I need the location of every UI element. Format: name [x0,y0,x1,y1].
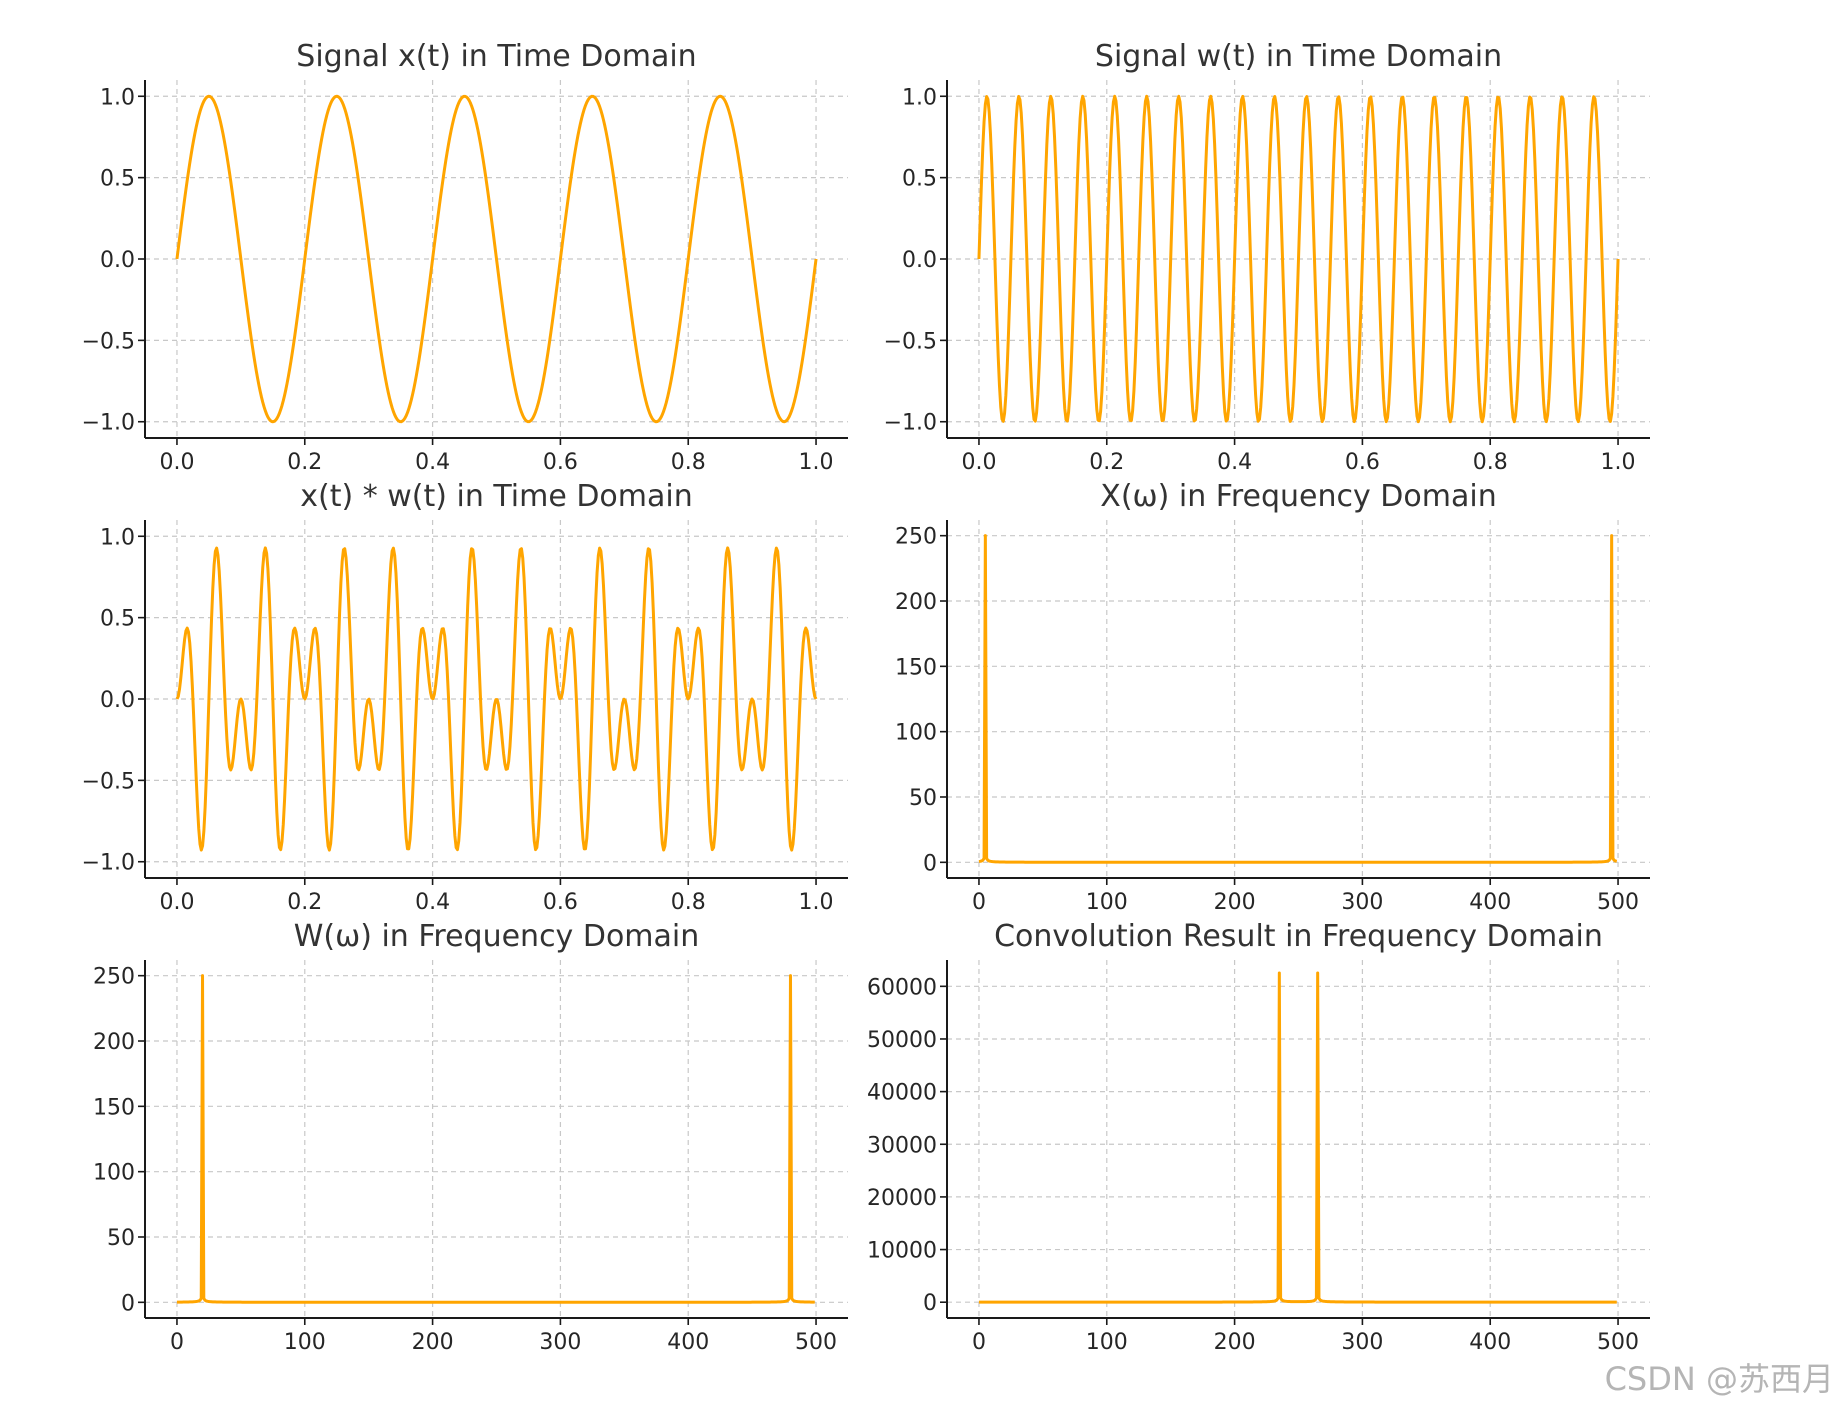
y-tick-label: −0.5 [82,329,135,354]
x-tick-label: 200 [1214,890,1256,915]
y-tick-label: 0.5 [902,167,937,192]
y-tick-label: −0.5 [884,329,937,354]
series-line-p2 [977,94,1620,424]
watermark-text: CSDN @苏西月 [1605,1360,1834,1398]
x-tick-label: 500 [795,1330,837,1355]
x-tick-label: 0.4 [415,890,450,915]
x-tick-label: 100 [1086,890,1128,915]
x-tick-label: 0.4 [415,450,450,475]
chart-title: Signal w(t) in Time Domain [1095,39,1502,74]
x-tick-label: 1.0 [1601,450,1636,475]
y-tick-label: −1.0 [82,411,135,436]
x-tick-label: 0.2 [287,890,322,915]
y-tick-label: 250 [895,525,937,550]
x-tick-label: 0.8 [671,450,706,475]
x-tick-label: 0.4 [1217,450,1252,475]
x-tick-label: 0.0 [159,890,194,915]
y-tick-label: 10000 [867,1239,937,1264]
y-tick-label: 150 [895,655,937,680]
y-tick-label: 0 [923,851,937,876]
x-tick-label: 1.0 [799,890,834,915]
chart-panel-p1: Signal x(t) in Time Domain 0.0 0.2 0.4 0.6 0.… [82,39,848,475]
x-tick-label: 300 [1341,1330,1383,1355]
chart-panel-p2: Signal w(t) in Time Domain 0.0 0.2 0.4 0.6 0.… [884,39,1650,475]
y-tick-label: 1.0 [100,525,135,550]
x-tick-label: 200 [412,1330,454,1355]
y-tick-label: 0 [121,1291,135,1316]
x-tick-label: 0.2 [287,450,322,475]
x-tick-label: 100 [284,1330,326,1355]
y-tick-label: 150 [93,1095,135,1120]
y-tick-label: 0.0 [100,248,135,273]
series-line-p4 [978,534,1618,864]
chart-title: x(t) * w(t) in Time Domain [300,479,693,514]
x-tick-label: 0.0 [159,450,194,475]
x-tick-label: 0.8 [671,890,706,915]
x-tick-label: 1.0 [799,450,834,475]
chart-title: X(ω) in Frequency Domain [1100,479,1496,514]
x-tick-label: 0.0 [961,450,996,475]
x-tick-label: 0.8 [1473,450,1508,475]
y-tick-label: 0.5 [100,607,135,632]
y-tick-label: 0.0 [100,688,135,713]
y-tick-label: 1.0 [902,85,937,110]
x-tick-label: 0.2 [1089,450,1124,475]
x-tick-label: 0 [972,1330,986,1355]
y-tick-label: 200 [895,590,937,615]
y-tick-label: 30000 [867,1133,937,1158]
y-tick-label: −1.0 [884,411,937,436]
y-tick-label: 0.5 [100,167,135,192]
x-tick-label: 500 [1597,1330,1639,1355]
y-tick-label: 60000 [867,975,937,1000]
x-tick-label: 500 [1597,890,1639,915]
x-tick-label: 0.6 [543,450,578,475]
y-tick-label: 100 [895,721,937,746]
x-tick-label: 0 [972,890,986,915]
x-tick-label: 400 [667,1330,709,1355]
y-tick-label: 50 [107,1226,135,1251]
y-tick-label: 0.0 [902,248,937,273]
x-tick-label: 100 [1086,1330,1128,1355]
y-tick-label: 50 [909,786,937,811]
chart-panel-p3: x(t) * w(t) in Time Domain 0.0 0.2 0.4 0.6 0.… [82,479,848,915]
y-tick-label: −1.0 [82,851,135,876]
chart-title: Signal x(t) in Time Domain [296,39,696,74]
y-tick-label: 1.0 [100,85,135,110]
y-tick-label: 250 [93,965,135,990]
x-tick-label: 400 [1469,1330,1511,1355]
x-tick-label: 300 [539,1330,581,1355]
y-tick-label: 100 [93,1161,135,1186]
y-tick-label: 40000 [867,1081,937,1106]
x-tick-label: 0.6 [543,890,578,915]
chart-panel-p6: Convolution Result in Frequency Domain 0 1… [867,919,1650,1355]
x-tick-label: 0.6 [1345,450,1380,475]
x-tick-label: 400 [1469,890,1511,915]
y-tick-label: 20000 [867,1186,937,1211]
chart-title: W(ω) in Frequency Domain [294,919,700,954]
y-tick-label: 50000 [867,1028,937,1053]
series-line-p3 [175,546,818,852]
y-tick-label: −0.5 [82,769,135,794]
x-tick-label: 300 [1341,890,1383,915]
y-tick-label: 200 [93,1030,135,1055]
x-tick-label: 200 [1214,1330,1256,1355]
x-tick-label: 0 [170,1330,184,1355]
series-line-p5 [176,974,815,1304]
series-line-p6 [978,971,1617,1304]
y-tick-label: 0 [923,1291,937,1316]
series-line-p1 [175,94,818,424]
chart-title: Convolution Result in Frequency Domain [994,919,1603,954]
